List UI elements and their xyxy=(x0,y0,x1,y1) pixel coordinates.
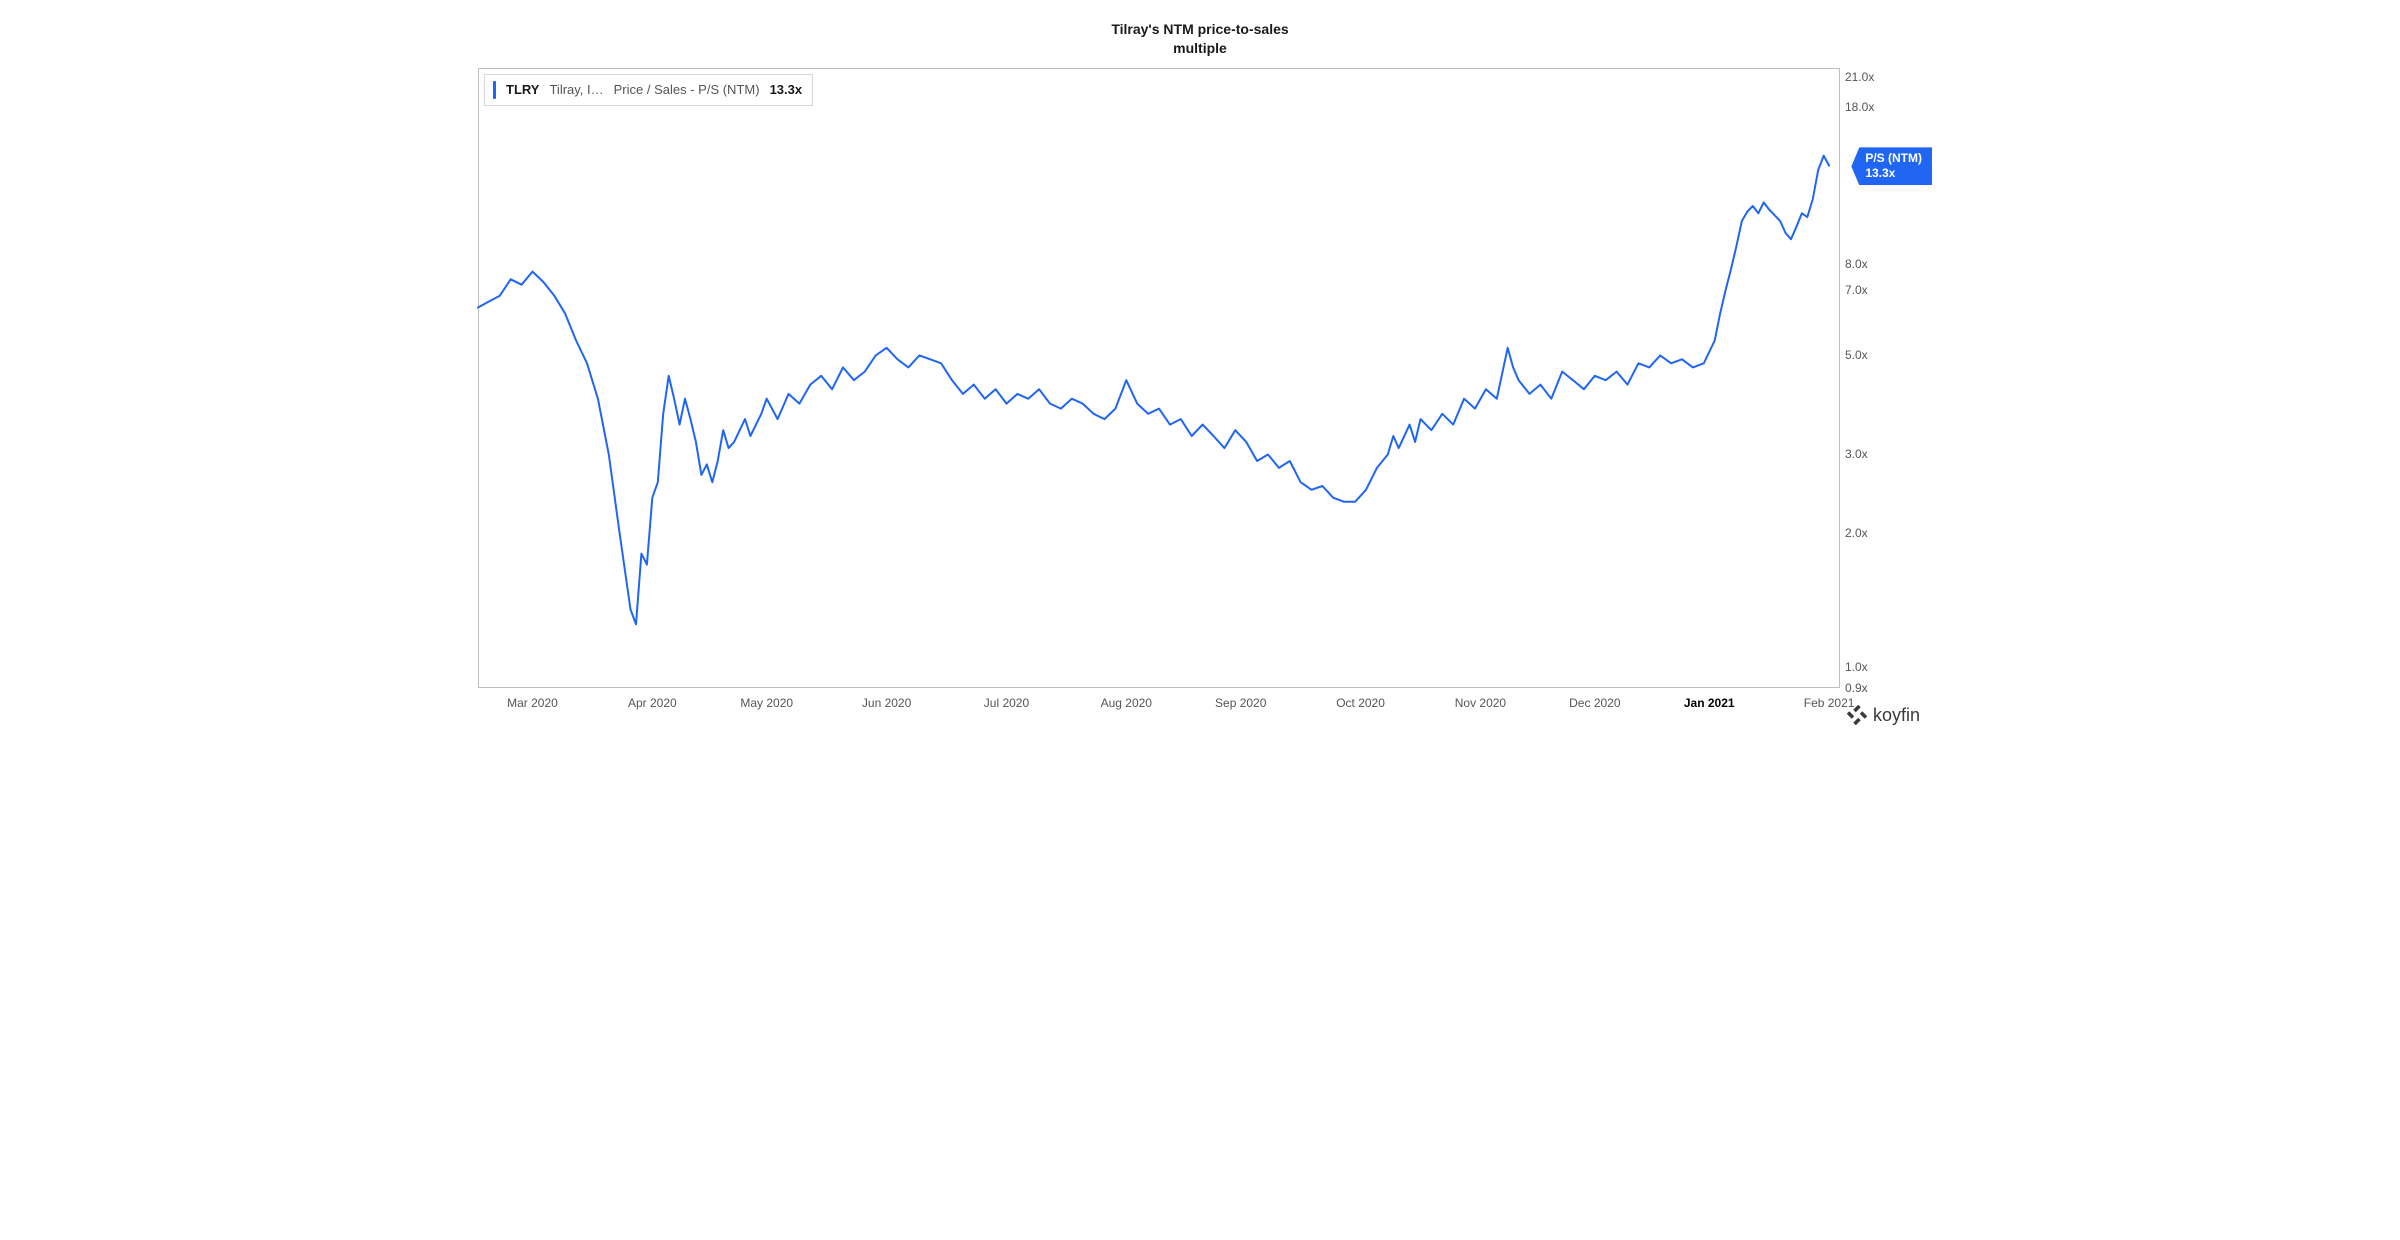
y-tick-label: 2.0x xyxy=(1845,526,1900,540)
x-tick-label: Dec 2020 xyxy=(1569,696,1620,710)
y-tick-label: 3.0x xyxy=(1845,447,1900,461)
x-tick-label: Jun 2020 xyxy=(862,696,911,710)
x-tick-label: Nov 2020 xyxy=(1455,696,1506,710)
chart-area: TLRY Tilray, I… Price / Sales - P/S (NTM… xyxy=(478,68,1840,688)
legend-metric: Price / Sales - P/S (NTM) xyxy=(614,82,760,97)
watermark: koyfin xyxy=(1847,705,1920,726)
x-tick-label: Jan 2021 xyxy=(1684,696,1735,710)
x-tick-label: Sep 2020 xyxy=(1215,696,1266,710)
y-tick-label: 7.0x xyxy=(1845,283,1900,297)
line-plot xyxy=(478,68,1840,688)
x-tick-label: Jul 2020 xyxy=(984,696,1029,710)
x-tick-label: Apr 2020 xyxy=(628,696,677,710)
x-tick-label: Mar 2020 xyxy=(507,696,558,710)
price-flag-value: 13.3x xyxy=(1865,166,1922,181)
price-flag-label: P/S (NTM) xyxy=(1865,151,1922,166)
legend-box: TLRY Tilray, I… Price / Sales - P/S (NTM… xyxy=(484,74,813,106)
legend-symbol: TLRY xyxy=(506,82,539,97)
y-tick-label: 18.0x xyxy=(1845,100,1900,114)
y-tick-label: 0.9x xyxy=(1845,681,1900,695)
x-tick-label: May 2020 xyxy=(740,696,793,710)
watermark-text: koyfin xyxy=(1873,705,1920,726)
chart-title: Tilray's NTM price-to-sales multiple xyxy=(470,20,1930,58)
x-tick-label: Oct 2020 xyxy=(1336,696,1385,710)
legend-value: 13.3x xyxy=(770,82,803,97)
y-tick-label: 1.0x xyxy=(1845,660,1900,674)
price-flag: P/S (NTM) 13.3x xyxy=(1851,147,1932,185)
y-tick-label: 21.0x xyxy=(1845,70,1900,84)
legend-color-tick xyxy=(493,81,496,99)
koyfin-logo-icon xyxy=(1847,705,1867,725)
y-tick-label: 8.0x xyxy=(1845,257,1900,271)
x-tick-label: Aug 2020 xyxy=(1101,696,1152,710)
legend-name: Tilray, I… xyxy=(549,82,603,97)
y-tick-label: 5.0x xyxy=(1845,348,1900,362)
